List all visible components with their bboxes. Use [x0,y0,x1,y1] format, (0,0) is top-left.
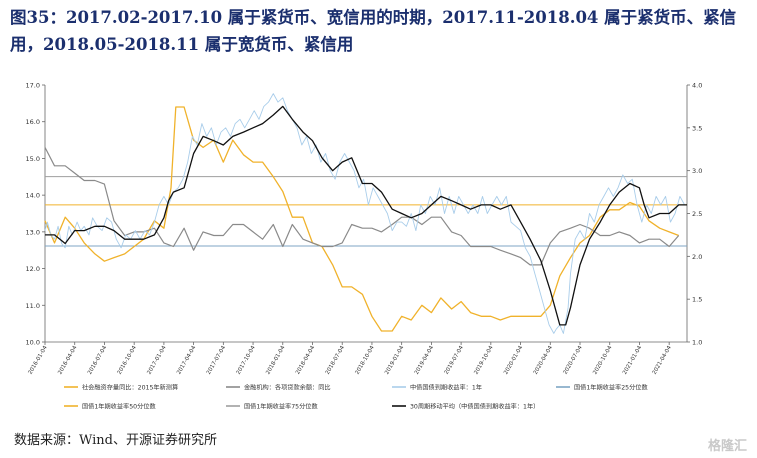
legend-label: 国债1年期收益率50分位数 [82,403,156,411]
series-line-1 [44,147,680,266]
series-line-2 [44,93,685,334]
series-line-3 [45,105,687,326]
x-tick-label: 2017-07-04 [206,345,227,376]
y-left-tick-label: 12.0 [26,265,40,273]
y-axis-right: 4.0 3.5 3.0 2.5 2.0 1.5 1.0 [687,82,702,347]
x-tick-label: 2020-10-04 [592,345,613,376]
x-tick-label: 2019-10-04 [473,345,494,376]
y-left-tick-label: 10.0 [26,339,40,347]
legend-label: 国债1年期收益率75分位数 [244,403,318,411]
x-tick-label: 2021-01-04 [622,345,643,376]
x-tick-label: 2018-01-04 [265,345,286,376]
x-tick-label: 2019-07-04 [444,345,465,376]
series-line-0 [44,106,679,332]
x-tick-label: 2018-04-04 [295,345,316,376]
legend: 社会融资存量同比：2015年新测算 金融机构：各项贷款余额：同比 中债国债到期收益率… [64,384,648,411]
y-left-tick-label: 14.0 [26,192,40,200]
x-tick-label: 2019-04-04 [414,345,435,376]
x-tick-label: 2017-10-04 [236,345,257,376]
legend-label: 30周期移动平均（中债国债到期收益率：1年） [410,403,539,411]
x-tick-label: 2020-01-04 [503,345,524,376]
legend-label: 中债国债到期收益率：1年 [410,384,482,392]
y-axis-left: 17.0 16.0 15.0 14.0 13.0 12.0 11.0 10.0 [26,82,45,347]
y-right-tick-label: 2.0 [692,253,702,261]
y-right-tick-label: 4.0 [692,82,702,90]
x-tick-label: 2019-01-04 [384,345,405,376]
source-note: 数据来源：Wind、开源证券研究所 [14,433,217,448]
y-right-tick-label: 3.0 [692,167,702,175]
x-tick-label: 2018-07-04 [325,345,346,376]
y-left-tick-label: 15.0 [26,155,40,163]
y-right-tick-label: 2.5 [692,210,702,218]
y-right-tick-label: 3.5 [692,124,702,132]
x-tick-label: 2017-01-04 [146,345,167,376]
watermark-logo: 格隆汇 [707,439,747,454]
x-tick-label: 2020-04-04 [533,345,554,376]
x-tick-label: 2016-01-04 [28,345,49,376]
x-axis: 2016-01-04 2016-04-04 2016-07-04 2016-10-04… [28,342,673,376]
y-left-tick-label: 17.0 [26,82,40,90]
legend-label: 国债1年期收益率25分位数 [574,384,648,392]
y-left-tick-label: 11.0 [26,302,40,310]
y-left-tick-label: 13.0 [26,228,40,236]
y-left-tick-label: 16.0 [26,118,40,126]
x-tick-label: 2018-10-04 [354,345,375,376]
legend-label: 金融机构：各项贷款余额：同比 [244,384,331,392]
figure-title: 图35：2017.02-2017.10 属于紧货币、宽信用的时期，2017.11… [10,8,737,54]
y-right-tick-label: 1.5 [692,296,702,304]
x-tick-label: 2021-04-04 [652,345,673,376]
series-lines [44,93,687,334]
reference-lines [45,176,687,247]
x-tick-label: 2016-04-04 [57,345,78,376]
x-tick-label: 2017-04-04 [176,345,197,376]
x-tick-label: 2016-07-04 [87,345,108,376]
x-tick-label: 2016-10-04 [117,345,138,376]
legend-label: 社会融资存量同比：2015年新测算 [82,384,178,392]
chart: 17.0 16.0 15.0 14.0 13.0 12.0 11.0 10.0 4.0 3.5 3… [26,82,703,411]
x-tick-label: 2020-07-04 [563,345,584,376]
y-right-tick-label: 1.0 [692,339,702,347]
